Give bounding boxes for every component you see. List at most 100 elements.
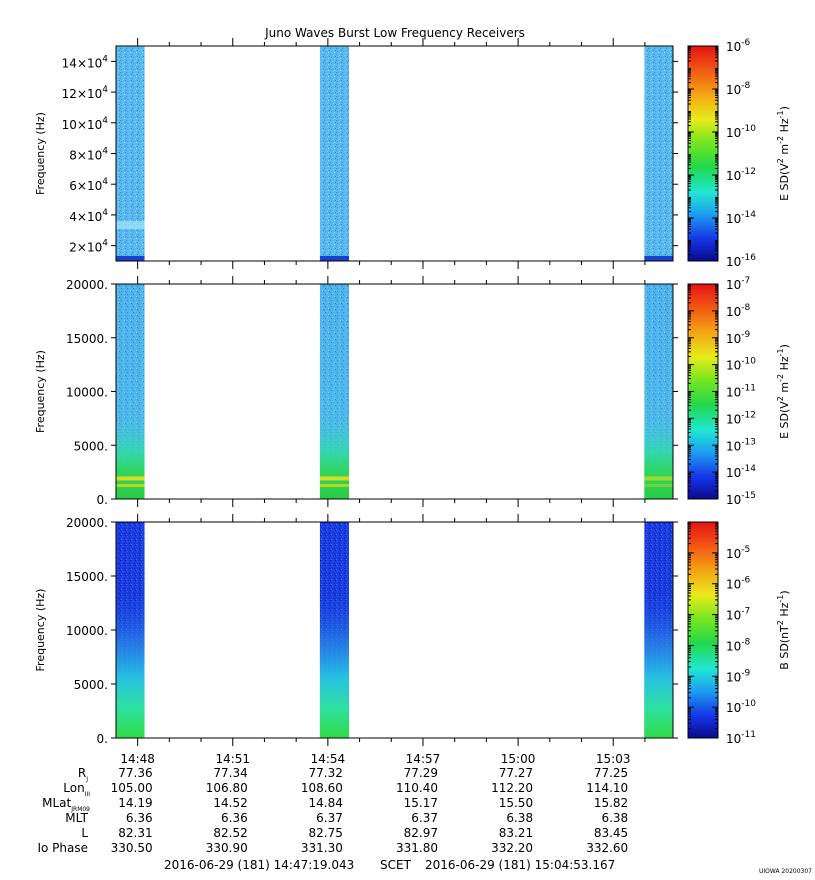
y-axis-label: Frequency (Hz) — [34, 589, 47, 672]
colorbar-tick-label: 10-11 — [726, 730, 756, 746]
y-axis-label: Frequency (Hz) — [34, 112, 47, 195]
colorbar-tick-label: 10-9 — [726, 330, 751, 346]
colorbar-tick-label: 10-7 — [726, 276, 750, 292]
panel-1: 2×104 4×104 6×104 8×104 10×104 12×104 14×104 Fr… — [34, 38, 791, 269]
ephemeris-label: L — [81, 826, 88, 840]
y-tick-label: 10×104 — [62, 116, 109, 132]
colorbar — [688, 522, 718, 738]
ephemeris-label: RJ — [78, 766, 88, 783]
y-tick-label: 0. — [97, 732, 108, 746]
panel-2: 0. 5000. 10000. 15000. 20000. Frequency (Hz) 1… — [34, 276, 791, 507]
colorbar — [688, 46, 718, 261]
ephemeris-value: 112.20 — [491, 781, 533, 795]
colorbar-tick-label: 10-16 — [726, 253, 756, 269]
burst-3-lowband — [644, 284, 673, 499]
panel-3-frame — [115, 521, 674, 739]
burst-3-floor — [644, 256, 673, 261]
burst-2-band-high — [319, 476, 350, 481]
ephemeris-value: 332.20 — [491, 841, 533, 855]
panel-1-frame — [115, 45, 674, 262]
panel-2-frame — [115, 283, 674, 500]
y-tick-label: 6×104 — [69, 177, 108, 193]
ephemeris-value: 6.36 — [221, 811, 248, 825]
ephemeris-value: 15.82 — [594, 796, 628, 810]
burst-3-lowband — [644, 522, 673, 738]
ephemeris-value: 77.32 — [309, 766, 343, 780]
time-axis-label: SCET — [380, 858, 412, 872]
colorbar-tick-label: 10-10 — [726, 357, 756, 373]
burst-2-lowband — [319, 284, 350, 499]
colorbar-label: E SD(V2 m-2 Hz-1) — [776, 344, 791, 439]
ephemeris-value: 14.52 — [213, 796, 247, 810]
burst-band-40k — [115, 221, 145, 230]
y-tick-label: 2×104 — [69, 239, 108, 255]
ephemeris-value: 82.97 — [404, 826, 438, 840]
colorbar-tick-label: 10-12 — [726, 167, 756, 183]
burst-1-floor — [115, 256, 145, 261]
colorbar-tick-label: 10-6 — [726, 576, 751, 592]
footer-tag: UIOWA 20200307 — [759, 868, 812, 875]
chart-title: Juno Waves Burst Low Frequency Receivers — [264, 26, 525, 40]
colorbar-tick-label: 10-12 — [726, 410, 756, 426]
colorbar-label: E SD(V2 m-2 Hz-1) — [776, 106, 791, 201]
burst-3-band-high — [644, 476, 673, 481]
ephemeris-value: 330.90 — [206, 841, 248, 855]
colorbar-tick-label: 10-8 — [726, 637, 751, 653]
y-tick-label: 4×104 — [69, 208, 108, 224]
colorbar-tick-label: 10-14 — [726, 210, 756, 226]
ephemeris-value: 77.36 — [118, 766, 152, 780]
colorbar-frame — [687, 45, 719, 262]
y-tick-label: 15000. — [66, 570, 108, 584]
ephemeris-value: 77.27 — [499, 766, 533, 780]
ephemeris-label: LonIII — [63, 781, 90, 798]
ephemeris-value: 82.75 — [309, 826, 343, 840]
time-end-label: 2016-06-29 (181) 15:04:53.167 — [425, 858, 615, 872]
ephemeris-value: 331.30 — [301, 841, 343, 855]
ephemeris-value: 82.52 — [213, 826, 247, 840]
ephemeris-value: 105.00 — [111, 781, 153, 795]
colorbar-tick-label: 10-5 — [726, 545, 750, 561]
ephemeris-label: Io Phase — [37, 841, 88, 855]
time-start-label: 2016-06-29 (181) 14:47:19.043 — [164, 858, 354, 872]
ephemeris-value: 15.50 — [499, 796, 533, 810]
burst-2-floor — [319, 256, 350, 261]
ephemeris-value: 77.25 — [594, 766, 628, 780]
y-tick-label: 10000. — [66, 386, 108, 400]
ephemeris-value: 15.17 — [404, 796, 438, 810]
colorbar-frame — [687, 521, 719, 739]
colorbar-tick-label: 10-11 — [726, 384, 756, 400]
ephemeris-value: 77.34 — [213, 766, 247, 780]
y-tick-label: 15000. — [66, 332, 108, 346]
ephemeris-value: 83.45 — [594, 826, 628, 840]
ephemeris-value: 77.29 — [404, 766, 438, 780]
y-axis-label: Frequency (Hz) — [34, 350, 47, 433]
burst-1-lowband — [115, 522, 145, 738]
y-tick-label: 14×104 — [62, 54, 109, 70]
x-tick-label: 14:51 — [215, 752, 250, 766]
burst-2-band-low — [319, 483, 350, 487]
burst-3-band-low — [644, 483, 673, 487]
x-tick-label: 15:00 — [501, 752, 536, 766]
ephemeris-value: 114.10 — [586, 781, 628, 795]
colorbar-label: B SD(nT2 Hz-1) — [776, 590, 791, 669]
ephemeris-label: MLatJRM09 — [42, 796, 90, 813]
colorbar-tick-label: 10-6 — [726, 38, 751, 54]
burst-1-lowband — [115, 284, 145, 499]
ephemeris-value: 106.80 — [206, 781, 248, 795]
ephemeris-value: 14.84 — [309, 796, 343, 810]
ephemeris-label: MLT — [65, 811, 88, 825]
ephemeris-value: 6.38 — [601, 811, 628, 825]
panel-3: 0. 5000. 10000. 15000. 20000. Frequency (Hz) 1… — [34, 514, 791, 746]
ephemeris-value: 108.60 — [301, 781, 343, 795]
ephemeris-value: 6.37 — [411, 811, 438, 825]
ephemeris-value: 332.60 — [586, 841, 628, 855]
colorbar-tick-label: 10-13 — [726, 437, 756, 453]
x-tick-label: 15:03 — [596, 752, 631, 766]
ephemeris-value: 6.38 — [506, 811, 533, 825]
colorbar-tick-label: 10-10 — [726, 124, 756, 140]
burst-1-band-low — [115, 483, 145, 487]
ephemeris-value: 110.40 — [396, 781, 438, 795]
ephemeris-value: 6.36 — [126, 811, 153, 825]
